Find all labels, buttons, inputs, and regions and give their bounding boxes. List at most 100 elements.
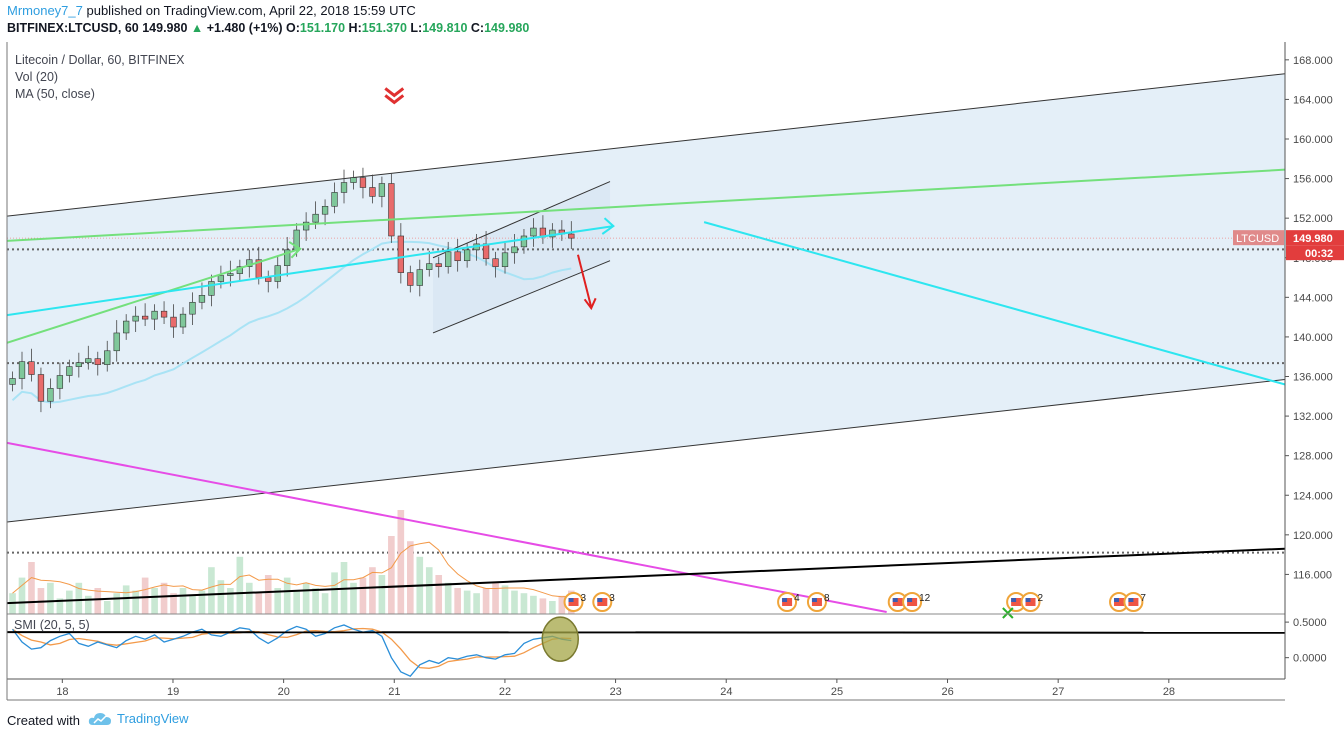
magenta-trend-line	[7, 441, 887, 614]
bullish-candle	[179, 313, 187, 328]
chart-area[interactable]: 334851234297SMI (20, 5, 5)168.000164.000…	[0, 42, 1344, 702]
bullish-candle	[132, 315, 139, 322]
volume-bar	[189, 595, 196, 614]
volume-bar	[236, 556, 244, 614]
volume-bar	[501, 585, 509, 614]
small-channel-lower	[432, 260, 611, 334]
bearish-candle	[170, 316, 177, 328]
volume-bar	[406, 541, 414, 614]
smi-signal-line	[12, 627, 572, 669]
volume-bar	[388, 536, 395, 614]
volume-bar	[208, 567, 215, 614]
bullish-candle	[56, 375, 64, 389]
double-chevron-down-icon	[384, 87, 405, 98]
bearish-candle	[160, 310, 168, 318]
volume-bar	[454, 588, 461, 614]
price-change: +1.480 (+1%)	[206, 21, 283, 35]
cyan-arrow-line	[7, 225, 614, 317]
time-tick-label: 24	[720, 686, 732, 698]
bearish-candle	[388, 183, 395, 237]
bullish-candle	[123, 320, 130, 334]
bearish-candle	[407, 272, 414, 286]
time-tick-label: 28	[1163, 686, 1175, 698]
event-count: 3	[609, 593, 615, 604]
price-tag: 149.980	[1293, 233, 1333, 245]
bullish-candle	[302, 221, 310, 231]
volume-bar	[141, 577, 149, 614]
volume-bar	[66, 590, 73, 614]
price-tick-label: 164.000	[1293, 94, 1333, 106]
price-tick-label: 168.000	[1293, 55, 1333, 67]
flag-canton	[811, 598, 817, 602]
channel-upper-line	[7, 73, 1285, 217]
bearish-candle	[37, 374, 45, 402]
low-value: 149.810	[422, 21, 468, 35]
bullish-candle	[75, 362, 82, 367]
volume-bar	[179, 588, 187, 614]
smi-line	[11, 624, 572, 677]
symbol-ohlc: BITFINEX:LTCUSD, 60 149.980 ▲ +1.480 (+1…	[7, 21, 529, 35]
bearish-candle	[454, 251, 461, 262]
bullish-candle	[520, 235, 528, 248]
symbol-label: BITFINEX:LTCUSD, 60	[7, 21, 139, 35]
cyan-down-line	[703, 221, 1285, 386]
symbol-tag: LTCUSD	[1236, 233, 1279, 245]
tradingview-label: TradingView	[117, 711, 189, 726]
volume-bar	[511, 590, 518, 614]
highlight-ellipse	[541, 616, 579, 662]
flag-canton	[782, 598, 788, 602]
event-count: 4	[794, 593, 800, 604]
volume-bar	[103, 601, 111, 614]
bullish-candle	[85, 358, 92, 363]
bullish-candle	[151, 310, 158, 320]
price-tick-label: 144.000	[1293, 292, 1333, 304]
bullish-candle	[426, 263, 433, 270]
bearish-candle	[369, 187, 376, 197]
bullish-candle	[246, 259, 253, 267]
green-arrowhead	[288, 241, 302, 259]
volume-bar	[274, 588, 282, 614]
small-channel-fill	[433, 181, 611, 333]
volume-bar	[122, 585, 130, 614]
bullish-candle	[113, 332, 120, 352]
smi-legend: SMI (20, 5, 5)	[14, 618, 90, 632]
volume-bar	[378, 575, 386, 614]
bearish-candle	[435, 263, 442, 267]
volume-bar	[28, 562, 35, 614]
legend-title: Litecoin / Dollar, 60, BITFINEX	[15, 53, 185, 67]
small-channel-upper	[432, 181, 611, 259]
bearish-candle	[94, 358, 101, 365]
bullish-candle	[463, 249, 471, 262]
footer: Created with TradingView	[0, 702, 1344, 738]
bullish-candle	[416, 269, 423, 286]
time-tick-label: 26	[942, 686, 954, 698]
volume-bar	[217, 580, 225, 614]
volume-bar	[482, 588, 490, 614]
chart-header: Mrmoney7_7 published on TradingView.com,…	[0, 0, 1344, 42]
high-label: H:	[348, 21, 362, 35]
bullish-candle	[511, 246, 518, 254]
tradingview-link[interactable]: TradingView	[88, 711, 189, 726]
price-tick-label: 156.000	[1293, 174, 1333, 186]
bullish-candle	[198, 295, 206, 303]
volume-bar	[84, 595, 92, 614]
volume-bar	[293, 590, 300, 614]
volume-bar	[264, 575, 272, 614]
green-trend-line	[7, 168, 1285, 242]
volume-bar	[255, 593, 263, 614]
volume-bar	[444, 582, 452, 614]
volume-bar	[302, 582, 310, 614]
price-tick-label: 132.000	[1293, 411, 1333, 423]
red-arrowhead	[583, 297, 597, 311]
flag-canton	[1011, 598, 1017, 602]
volume-bar	[75, 582, 83, 614]
volume-bar	[435, 575, 443, 614]
price-axis-bg	[1285, 42, 1344, 679]
bearish-candle	[397, 235, 404, 273]
high-value: 151.370	[361, 21, 407, 35]
last-price: 149.980	[142, 21, 188, 35]
price-chart[interactable]: 334851234297SMI (20, 5, 5)168.000164.000…	[0, 42, 1344, 702]
price-tick-label: 124.000	[1293, 490, 1333, 502]
author-link[interactable]: Mrmoney7_7	[7, 3, 83, 18]
legend-vol: Vol (20)	[15, 70, 59, 84]
